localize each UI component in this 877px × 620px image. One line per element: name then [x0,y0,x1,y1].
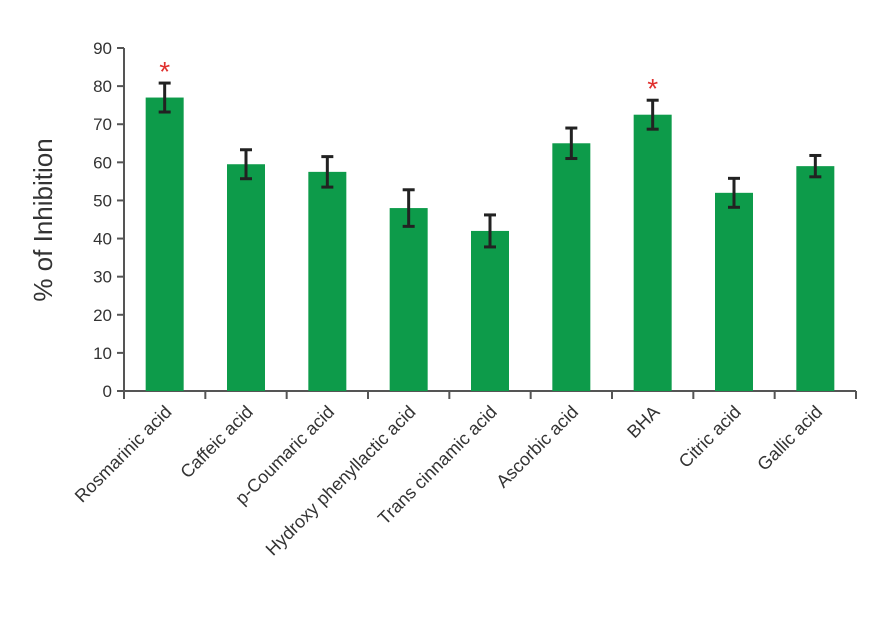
error-bars [158,81,822,249]
significance-mark: * [159,56,170,87]
bar [633,114,672,391]
bar [145,97,184,392]
bar [227,164,265,391]
y-tick-label: 0 [103,382,112,401]
bar [389,208,428,391]
significance-mark: * [647,73,658,104]
y-tick-label: 40 [93,230,112,249]
x-tick-label: Rosmarinic acid [71,402,176,507]
y-tick-label: 70 [93,115,112,134]
y-tick-label: 80 [93,77,112,96]
y-tick-label: 50 [93,191,112,210]
y-axis-title: % of Inhibition [28,138,58,301]
bar [796,166,835,391]
bar [715,192,753,391]
bars [145,97,835,392]
y-tick-label: 30 [93,268,112,287]
x-tick-label: BHA [623,402,663,442]
x-tick-label: Ascorbic acid [492,402,582,492]
x-tick-label: Gallic acid [753,402,826,475]
bar [471,230,509,391]
x-tick-label: Hydroxy phenyllactic acid [262,402,420,560]
y-tick-label: 20 [93,306,112,325]
x-tick-label: Caffeic acid [176,402,256,482]
y-axis-ticks: 0 10 20 30 40 50 60 70 80 90 [93,39,124,401]
y-tick-label: 60 [93,153,112,172]
bar [552,143,591,391]
y-tick-label: 10 [93,344,112,363]
significance-marks: ** [159,56,658,104]
x-tick-label: Citric acid [675,402,745,472]
y-tick-label: 90 [93,39,112,58]
bar [308,171,347,391]
